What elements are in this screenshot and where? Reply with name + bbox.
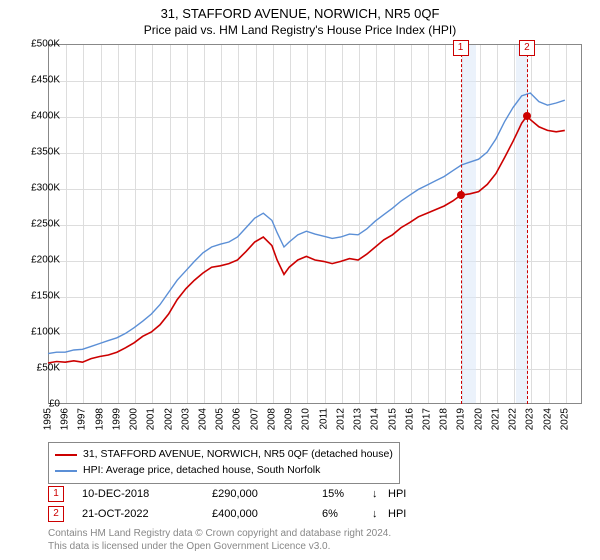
x-tick-label: 2002 [163, 408, 174, 430]
marker-box: 1 [453, 40, 469, 56]
annotation-date: 21-OCT-2022 [82, 508, 212, 520]
annotation-hpi: HPI [388, 488, 428, 500]
series-line [48, 93, 565, 354]
chart-title: 31, STAFFORD AVENUE, NORWICH, NR5 0QF [0, 0, 600, 23]
x-tick-label: 2006 [232, 408, 243, 430]
x-tick-label: 2020 [473, 408, 484, 430]
x-tick-label: 2014 [370, 408, 381, 430]
legend-swatch [55, 454, 77, 456]
x-tick-label: 2012 [335, 408, 346, 430]
x-tick-label: 2019 [456, 408, 467, 430]
x-tick-label: 1998 [94, 408, 105, 430]
annotation-pct: 15% [322, 488, 372, 500]
y-tick-label: £100K [16, 327, 60, 338]
annotation-table: 1 10-DEC-2018£290,00015%↓HPI 2 21-OCT-2022£… [48, 484, 428, 524]
marker-dot [457, 191, 465, 199]
x-tick-label: 2021 [490, 408, 501, 430]
legend-item: HPI: Average price, detached house, Sout… [55, 463, 393, 479]
legend-label: 31, STAFFORD AVENUE, NORWICH, NR5 0QF (d… [83, 447, 393, 463]
y-tick-label: £400K [16, 111, 60, 122]
chart-subtitle: Price paid vs. HM Land Registry's House … [0, 23, 600, 43]
marker-box: 2 [519, 40, 535, 56]
y-tick-label: £300K [16, 183, 60, 194]
y-tick-label: £500K [16, 39, 60, 50]
series-line [48, 116, 565, 363]
x-tick-label: 2023 [525, 408, 536, 430]
marker-dashed-line [461, 44, 462, 404]
annotation-hpi: HPI [388, 508, 428, 520]
x-tick-label: 2022 [508, 408, 519, 430]
y-tick-label: £50K [16, 363, 60, 374]
annotation-price: £400,000 [212, 508, 322, 520]
annotation-pct: 6% [322, 508, 372, 520]
chart-legend: 31, STAFFORD AVENUE, NORWICH, NR5 0QF (d… [48, 442, 400, 484]
x-tick-label: 2016 [404, 408, 415, 430]
legend-label: HPI: Average price, detached house, Sout… [83, 463, 320, 479]
x-tick-label: 2005 [215, 408, 226, 430]
y-tick-label: £200K [16, 255, 60, 266]
down-arrow-icon: ↓ [372, 508, 388, 520]
annotation-id-box: 1 [48, 486, 64, 502]
legend-swatch [55, 470, 77, 472]
footnote-line-1: Contains HM Land Registry data © Crown c… [48, 528, 391, 541]
marker-dot [523, 112, 531, 120]
x-tick-label: 2000 [129, 408, 140, 430]
marker-dashed-line [527, 44, 528, 404]
x-tick-label: 2025 [559, 408, 570, 430]
x-tick-label: 1996 [60, 408, 71, 430]
x-tick-label: 1999 [111, 408, 122, 430]
annotation-date: 10-DEC-2018 [82, 488, 212, 500]
y-tick-label: £450K [16, 75, 60, 86]
x-tick-label: 2010 [301, 408, 312, 430]
x-tick-label: 2013 [353, 408, 364, 430]
y-tick-label: £350K [16, 147, 60, 158]
x-tick-label: 1997 [77, 408, 88, 430]
y-tick-label: £150K [16, 291, 60, 302]
y-tick-label: £250K [16, 219, 60, 230]
down-arrow-icon: ↓ [372, 488, 388, 500]
footnote-line-2: This data is licensed under the Open Gov… [48, 541, 391, 554]
annotation-price: £290,000 [212, 488, 322, 500]
x-tick-label: 2024 [542, 408, 553, 430]
x-tick-label: 2018 [439, 408, 450, 430]
chart-lines-svg [48, 44, 582, 404]
legend-item: 31, STAFFORD AVENUE, NORWICH, NR5 0QF (d… [55, 447, 393, 463]
x-tick-label: 2015 [387, 408, 398, 430]
chart-plot-area: 12 [48, 44, 582, 404]
x-tick-label: 1995 [43, 408, 54, 430]
x-tick-label: 2009 [284, 408, 295, 430]
x-tick-label: 2008 [266, 408, 277, 430]
footnote: Contains HM Land Registry data © Crown c… [48, 528, 391, 553]
x-tick-label: 2004 [198, 408, 209, 430]
x-tick-label: 2003 [180, 408, 191, 430]
x-tick-label: 2011 [318, 408, 329, 430]
x-tick-label: 2001 [146, 408, 157, 430]
x-tick-label: 2007 [249, 408, 260, 430]
x-tick-label: 2017 [421, 408, 432, 430]
annotation-row: 2 21-OCT-2022£400,0006%↓HPI [48, 504, 428, 524]
annotation-row: 1 10-DEC-2018£290,00015%↓HPI [48, 484, 428, 504]
annotation-id-box: 2 [48, 506, 64, 522]
